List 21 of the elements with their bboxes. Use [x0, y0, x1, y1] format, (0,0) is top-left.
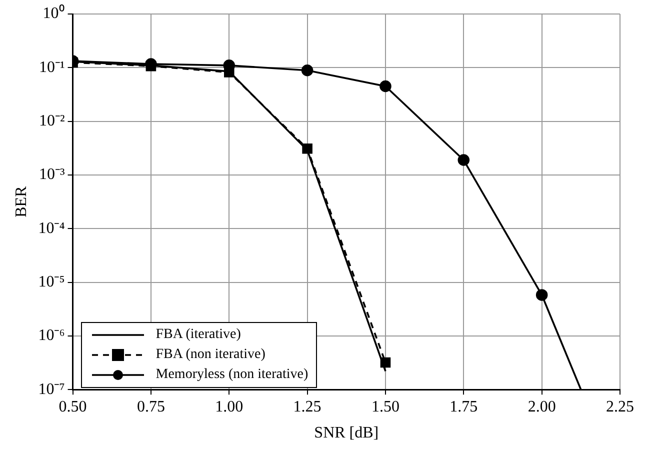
y-tick-label: 10⁻³	[38, 166, 65, 184]
x-tick-label: 2.25	[606, 398, 634, 416]
x-tick-label: 1.00	[215, 398, 244, 416]
x-tick-label: 1.25	[293, 398, 322, 416]
legend-label: Memoryless (non iterative)	[156, 366, 308, 383]
y-tick-label: 10⁻⁷	[38, 380, 65, 398]
x-tick-label: 1.50	[371, 398, 400, 416]
x-tick-label: 1.75	[450, 398, 478, 416]
y-tick-label: 10⁰	[42, 4, 65, 22]
x-tick-label: 2.00	[528, 398, 556, 416]
y-tick-label: 10⁻¹	[38, 58, 65, 76]
y-tick-label: 10⁻⁴	[38, 220, 66, 237]
legend-label: FBA (iterative)	[156, 326, 241, 343]
y-tick-label: 10⁻²	[38, 112, 65, 130]
y-tick-label: 10⁻⁵	[38, 273, 65, 290]
legend-label: FBA (non iterative)	[156, 346, 266, 363]
x-tick-label: 0.75	[136, 398, 165, 416]
y-axis-title: BER	[12, 186, 30, 218]
y-tick-label: 10⁻⁶	[38, 327, 65, 344]
x-axis-title: SNR [dB]	[314, 424, 379, 442]
x-tick-label: 0.50	[58, 398, 87, 416]
